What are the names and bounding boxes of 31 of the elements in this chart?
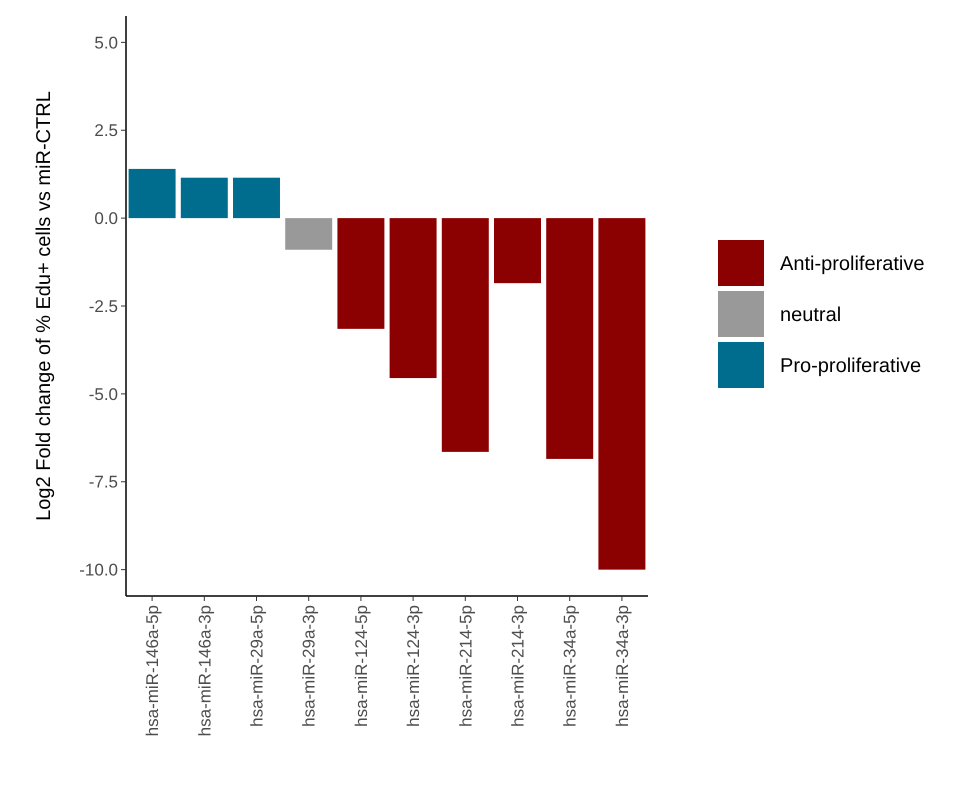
x-tick-label: hsa-miR-146a-3p (195, 605, 214, 736)
y-tick-label: 5.0 (94, 33, 118, 52)
legend-label: neutral (780, 304, 842, 326)
x-tick-label: hsa-miR-29a-5p (247, 605, 266, 727)
x-tick-label: hsa-miR-29a-3p (300, 605, 319, 727)
x-tick-label: hsa-miR-34a-3p (612, 605, 632, 727)
bar (442, 218, 489, 452)
x-tick-label: hsa-miR-34a-5p (560, 605, 580, 727)
x-tick-label: hsa-miR-146a-5p (143, 605, 162, 736)
bar (285, 218, 332, 250)
y-tick-label: -2.5 (88, 296, 118, 316)
y-tick-label: -10.0 (79, 560, 118, 580)
y-axis-title: Log2 Fold change of % Edu+ cells vs miR-CTRL (33, 91, 55, 521)
bar (337, 218, 384, 329)
bar (598, 218, 646, 570)
legend-label: Pro-proliferative (780, 355, 922, 377)
x-tick-label: hsa-miR-124-5p (352, 605, 371, 727)
y-tick-label: 0.0 (94, 209, 118, 228)
legend-label: Anti-proliferative (780, 253, 925, 275)
y-tick-label: -7.5 (88, 472, 118, 492)
x-tick-label: hsa-miR-214-3p (508, 605, 528, 727)
x-tick-label: hsa-miR-124-3p (404, 605, 424, 727)
x-tick-label: hsa-miR-214-5p (456, 605, 476, 727)
bar (494, 218, 541, 284)
y-tick-label: -5.0 (88, 384, 118, 404)
bar (546, 218, 594, 459)
bar (180, 178, 228, 218)
bar (390, 218, 437, 378)
bar (128, 168, 176, 218)
bar (233, 178, 280, 218)
y-tick-label: 2.5 (94, 121, 118, 140)
